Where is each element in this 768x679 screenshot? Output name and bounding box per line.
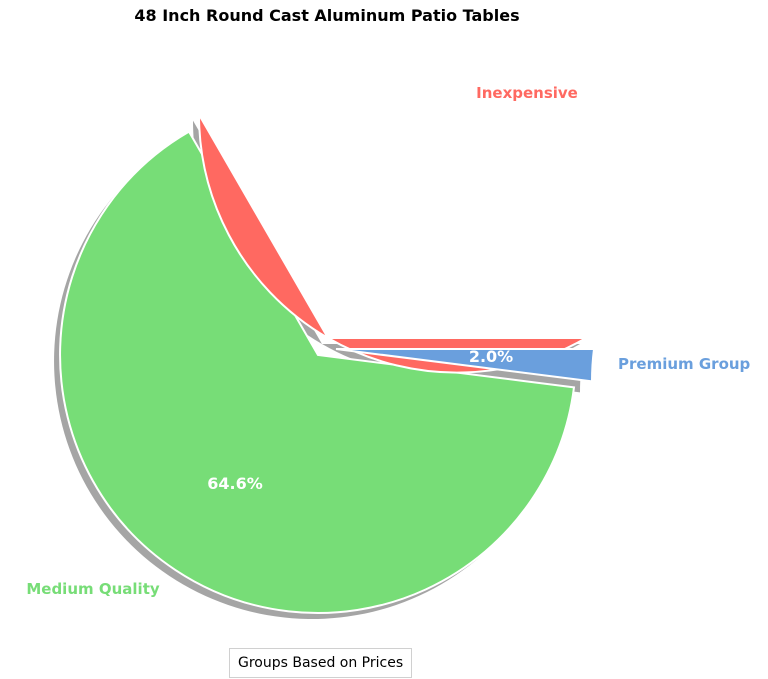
- label-premium-group: Premium Group: [618, 355, 751, 373]
- pct-label-medium-quality: 64.6%: [207, 474, 263, 493]
- label-inexpensive: Inexpensive: [476, 84, 578, 102]
- chart-title: 48 Inch Round Cast Aluminum Patio Tables: [134, 6, 519, 25]
- pct-label-inexpensive: 33.3%: [381, 193, 437, 212]
- legend: Groups Based on Prices: [229, 648, 413, 678]
- pct-label-premium-group: 2.0%: [469, 347, 513, 366]
- slice-medium-quality: [59, 130, 576, 615]
- label-medium-quality: Medium Quality: [26, 580, 160, 598]
- slice-premium-group: [335, 348, 596, 383]
- legend-title: Groups Based on Prices: [238, 655, 404, 671]
